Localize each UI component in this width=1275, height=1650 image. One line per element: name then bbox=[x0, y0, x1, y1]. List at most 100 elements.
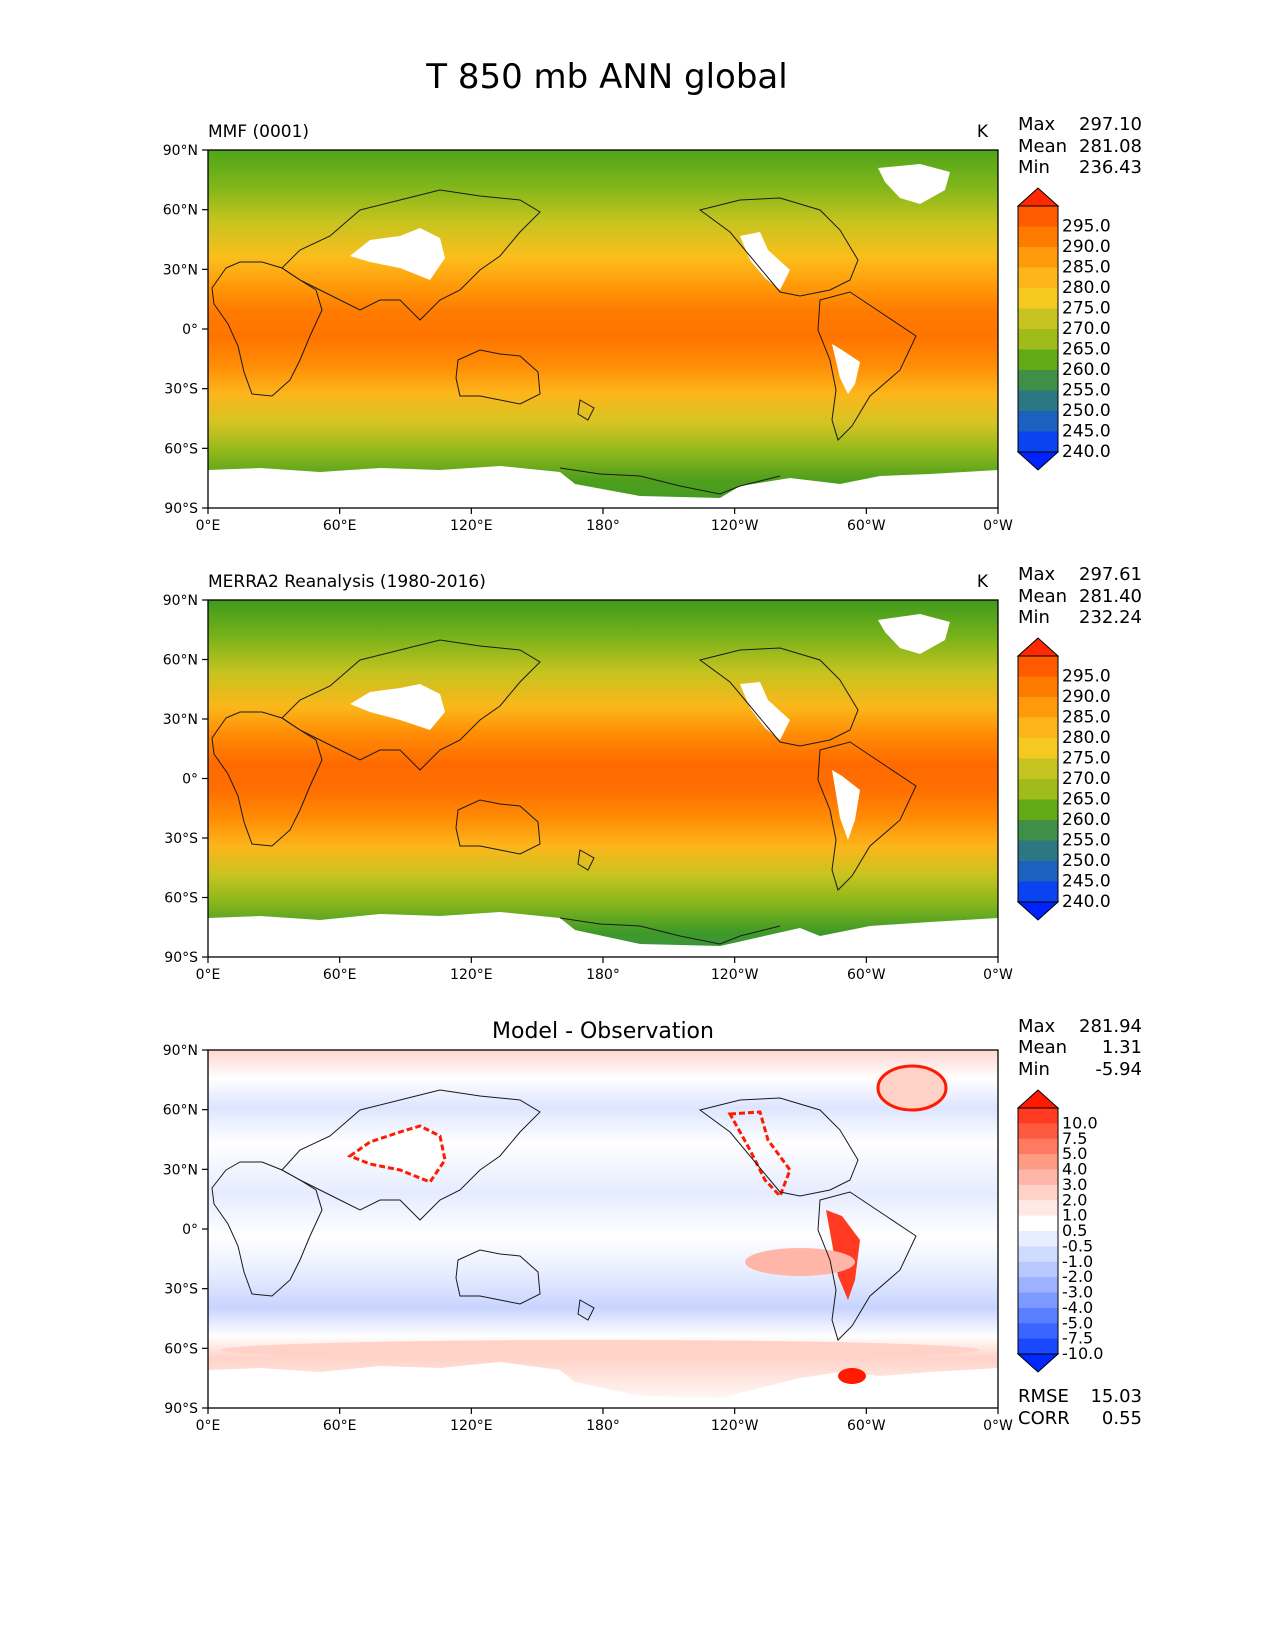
antarctica-land bbox=[208, 912, 998, 957]
y-axis: 90°N 60°N 30°N 0° 30°S 60°S 90°S bbox=[163, 593, 208, 966]
units-label: K bbox=[977, 572, 989, 592]
panel-difference: Model - Observation 90°N 60°N 30°N 0° 30°S 60… bbox=[163, 1016, 1142, 1434]
y-tick-label: 60°S bbox=[164, 891, 198, 907]
x-tick-label: 0°E bbox=[196, 518, 221, 534]
colorbar-segment bbox=[1018, 1246, 1058, 1263]
stat-mean-value: 281.40 bbox=[1079, 586, 1142, 607]
colorbar-segment bbox=[1018, 226, 1058, 248]
anomaly-south-band bbox=[220, 1340, 980, 1360]
colorbar-tick-label: 255.0 bbox=[1062, 381, 1111, 401]
stat-mean-label: Mean bbox=[1018, 136, 1067, 157]
colorbar-segment bbox=[1018, 349, 1058, 371]
stat-mean-label: Mean bbox=[1018, 586, 1067, 607]
colorbar-extend-bottom bbox=[1016, 1353, 1060, 1373]
x-tick-label: 120°E bbox=[450, 1418, 493, 1434]
colorbar: 10.07.55.04.03.02.01.00.5-0.5-1.0-2.0-3.… bbox=[1016, 1089, 1103, 1373]
colorbar: 295.0290.0285.0280.0275.0270.0265.0260.0… bbox=[1016, 637, 1111, 921]
x-tick-label: 60°E bbox=[323, 1418, 357, 1434]
anomaly-antarctic-pen bbox=[838, 1368, 866, 1384]
colorbar-tick-label: -0.5 bbox=[1062, 1236, 1093, 1255]
colorbar-tick-label: 270.0 bbox=[1062, 319, 1111, 339]
colorbar-segment bbox=[1018, 820, 1058, 841]
colorbar-tick-label: -5.0 bbox=[1062, 1313, 1093, 1332]
y-tick-label: 0° bbox=[182, 322, 198, 338]
colorbar-frame bbox=[1017, 1107, 1059, 1355]
rmse-label: RMSE bbox=[1018, 1386, 1069, 1407]
corr-label: CORR bbox=[1018, 1408, 1070, 1429]
stat-min-value: -5.94 bbox=[1095, 1059, 1142, 1080]
x-tick-label: 0°W bbox=[983, 967, 1013, 983]
field-background bbox=[208, 600, 998, 957]
y-tick-label: 30°N bbox=[163, 712, 198, 728]
panel-title-center: Model - Observation bbox=[492, 1019, 714, 1044]
colorbar-tick-label: -3.0 bbox=[1062, 1283, 1093, 1302]
colorbar-tick-label: 295.0 bbox=[1062, 217, 1111, 237]
x-axis: 0°E 60°E 120°E 180° 120°W 60°W 0°W bbox=[196, 957, 1013, 983]
colorbar-segment bbox=[1018, 1338, 1058, 1355]
colorbar-tick-label: -1.0 bbox=[1062, 1252, 1093, 1271]
colorbar-tick-label: 250.0 bbox=[1062, 401, 1111, 421]
colorbar-segment bbox=[1018, 1292, 1058, 1309]
stat-mean-label: Mean bbox=[1018, 1037, 1067, 1058]
y-axis: 90°N 60°N 30°N 0° 30°S 60°S 90°S bbox=[163, 1043, 208, 1417]
y-tick-label: 60°S bbox=[164, 441, 198, 457]
colorbar-segment bbox=[1018, 758, 1058, 780]
colorbar-extend-top bbox=[1016, 187, 1060, 207]
colorbar-tick-label: 0.5 bbox=[1062, 1221, 1087, 1240]
colorbar-segment bbox=[1018, 1200, 1058, 1217]
colorbar-tick-label: 250.0 bbox=[1062, 851, 1111, 871]
colorbar-segment bbox=[1018, 1261, 1058, 1278]
colorbar-tick-label: 260.0 bbox=[1062, 360, 1111, 380]
coastlines bbox=[211, 639, 917, 945]
colorbar-tick-label: 270.0 bbox=[1062, 769, 1111, 789]
x-tick-label: 120°W bbox=[711, 1418, 759, 1434]
colorbar-tick-label: 290.0 bbox=[1062, 687, 1111, 707]
colorbar-extend-bottom bbox=[1016, 901, 1060, 921]
stat-mean-value: 1.31 bbox=[1102, 1037, 1142, 1058]
colorbar-segment bbox=[1018, 1307, 1058, 1324]
colorbar-tick-label: 1.0 bbox=[1062, 1206, 1087, 1225]
colorbar-tick-label: 2.0 bbox=[1062, 1190, 1087, 1209]
stat-min-label: Min bbox=[1018, 1059, 1050, 1080]
colorbar-segment bbox=[1018, 881, 1058, 903]
andes-mask bbox=[832, 770, 860, 840]
colorbar-segment bbox=[1018, 370, 1058, 391]
colorbar-segment bbox=[1018, 308, 1058, 330]
colorbar-tick-label: 3.0 bbox=[1062, 1175, 1087, 1194]
x-tick-label: 60°E bbox=[323, 967, 357, 983]
x-tick-label: 180° bbox=[586, 1418, 620, 1434]
colorbar-tick-label: 10.0 bbox=[1062, 1113, 1098, 1132]
x-tick-label: 60°W bbox=[847, 1418, 886, 1434]
y-tick-label: 90°S bbox=[164, 501, 198, 517]
x-tick-label: 120°E bbox=[450, 518, 493, 534]
map-field bbox=[208, 150, 998, 508]
anomaly-rockies bbox=[727, 1110, 792, 1199]
colorbar-segment bbox=[1018, 390, 1058, 412]
stat-mean-value: 281.08 bbox=[1079, 136, 1142, 157]
y-tick-label: 30°N bbox=[163, 262, 198, 278]
field-background bbox=[208, 150, 998, 508]
antarctica-land bbox=[208, 466, 998, 508]
colorbar-tick-label: -7.5 bbox=[1062, 1329, 1093, 1348]
colorbar-segment bbox=[1018, 656, 1058, 677]
colorbar-tick-label: 295.0 bbox=[1062, 667, 1111, 687]
stat-min-label: Min bbox=[1018, 607, 1050, 628]
colorbar-extend-bottom bbox=[1016, 451, 1060, 471]
y-tick-label: 30°N bbox=[163, 1162, 198, 1178]
colorbar-extend-top bbox=[1016, 1089, 1060, 1109]
y-tick-label: 60°N bbox=[163, 653, 198, 669]
x-tick-label: 120°W bbox=[711, 967, 759, 983]
colorbar-segment bbox=[1018, 329, 1058, 350]
colorbar-tick-label: 275.0 bbox=[1062, 749, 1111, 769]
stat-min-value: 236.43 bbox=[1079, 157, 1142, 178]
y-tick-label: 90°S bbox=[164, 1401, 198, 1417]
colorbar-segment bbox=[1018, 247, 1058, 268]
rmse-value: 15.03 bbox=[1090, 1386, 1142, 1407]
tibet-mask bbox=[350, 228, 445, 280]
colorbar-segment bbox=[1018, 1184, 1058, 1201]
y-tick-label: 90°N bbox=[163, 1043, 198, 1059]
colorbar-tick-label: 265.0 bbox=[1062, 340, 1111, 360]
y-tick-label: 90°S bbox=[164, 950, 198, 966]
colorbar-segment bbox=[1018, 1108, 1058, 1124]
y-tick-label: 0° bbox=[182, 772, 198, 788]
